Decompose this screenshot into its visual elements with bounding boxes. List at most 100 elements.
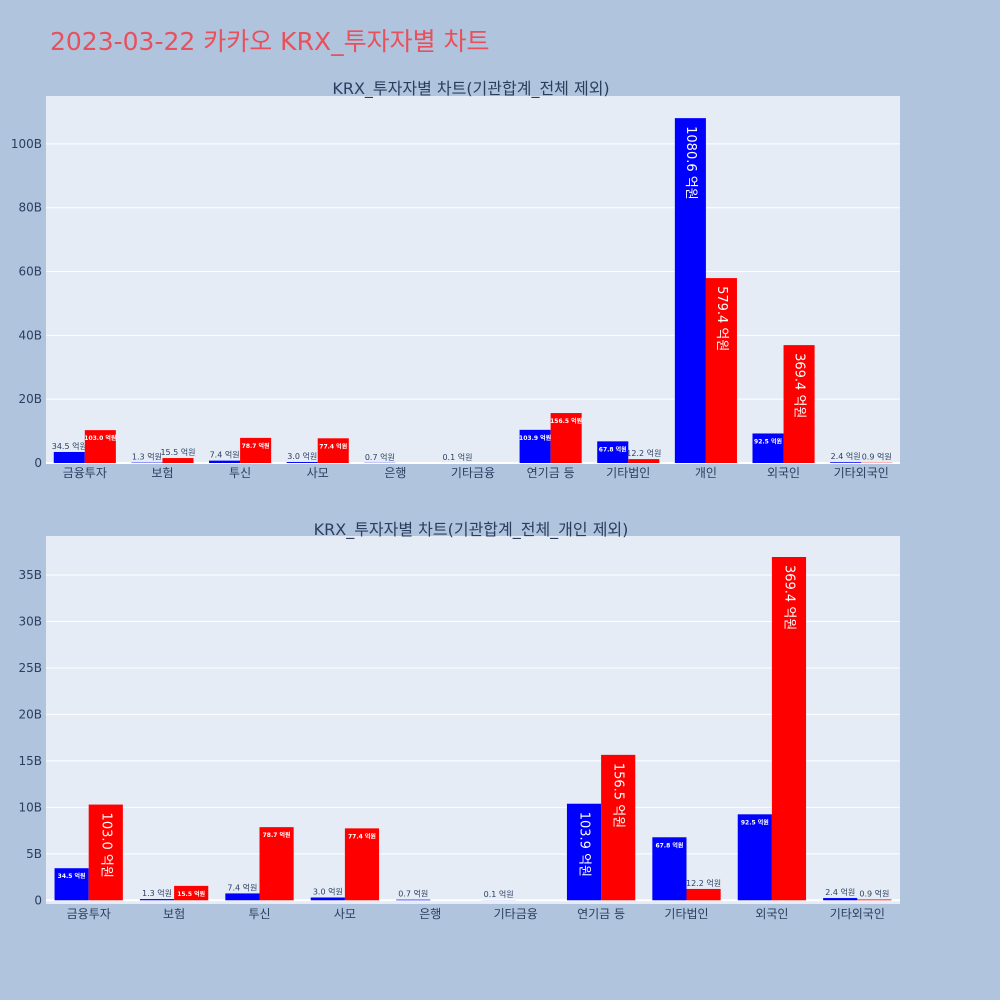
data-label: 92.5 억원 [741, 818, 769, 826]
sell-bar [317, 438, 349, 463]
chart-title: KRX_투자자별 차트(기관합계_전체 제외) [332, 79, 609, 99]
sell-bar [84, 430, 116, 463]
x-tick-label: 보험 [151, 466, 173, 480]
data-label: 3.0 억원 [313, 886, 343, 896]
y-tick-label: 25B [18, 661, 42, 675]
y-tick-label: 20B [18, 392, 42, 406]
y-tick-label: 40B [18, 328, 42, 342]
data-label: 2.4 억원 [831, 451, 861, 461]
buy-bar [519, 429, 551, 463]
sell-bar [259, 827, 294, 901]
buy-bar [225, 893, 260, 901]
x-tick-label: 투신 [229, 466, 251, 480]
data-label: 0.1 억원 [442, 452, 472, 462]
data-label: 3.0 억원 [287, 451, 317, 461]
y-tick-label: 10B [18, 800, 42, 814]
data-label: 7.4 억원 [210, 450, 240, 460]
data-label: 579.4 억원 [714, 286, 729, 351]
data-label: 103.9 억원 [577, 812, 592, 877]
x-tick-label: 투신 [248, 907, 270, 921]
data-label: 1.3 억원 [132, 452, 162, 462]
buy-bar [752, 433, 784, 463]
sell-bar [344, 828, 380, 901]
data-label: 103.0 억원 [98, 813, 113, 878]
data-label: 92.5 억원 [754, 437, 782, 445]
y-tick-label: 100B [11, 137, 42, 151]
y-tick-label: 5B [26, 847, 42, 861]
x-tick-label: 연기금 등 [577, 907, 625, 921]
buy-bar [597, 441, 629, 463]
data-label: 103.9 억원 [519, 434, 551, 442]
data-label: 12.2 억원 [626, 448, 661, 458]
data-label: 15.5 억원 [177, 890, 205, 898]
buy-bar [396, 899, 431, 901]
x-tick-label: 연기금 등 [527, 466, 575, 480]
y-tick-label: 30B [18, 614, 42, 628]
buy-bar [286, 462, 318, 463]
buy-bar [310, 897, 345, 901]
sell-bar [240, 437, 272, 463]
data-label: 12.2 억원 [686, 878, 721, 888]
x-tick-label: 은행 [384, 465, 406, 480]
sell-bar [162, 458, 194, 463]
x-tick-label: 기타금융 [494, 907, 538, 921]
data-label: 15.5 억원 [160, 447, 195, 457]
buy-bar [54, 868, 89, 901]
buy-bar [139, 899, 175, 901]
data-label: 103.0 억원 [84, 434, 116, 442]
buy-bar [823, 898, 858, 901]
y-tick-label: 35B [18, 568, 42, 582]
data-label: 67.8 억원 [655, 841, 683, 849]
sell-bar [857, 899, 892, 901]
data-label: 77.4 억원 [319, 442, 347, 450]
x-tick-label: 외국인 [767, 466, 800, 480]
chart-panel-1: 0 20B 40B 60B 80B 100B KRX_투자자별 차트(기관합계_전체 제외)… [11, 79, 900, 480]
data-label: 369.4 억원 [792, 353, 807, 418]
x-tick-label: 은행 [419, 906, 441, 921]
chart-title: KRX_투자자별 차트(기관합계_전체_개인 제외) [314, 520, 629, 540]
data-label: 78.7 억원 [263, 831, 291, 839]
buy-bar [566, 803, 602, 901]
data-label: 0.7 억원 [398, 889, 428, 899]
x-tick-label: 금융투자 [63, 466, 107, 480]
data-label: 78.7 억원 [242, 442, 270, 450]
x-tick-label: 사모 [334, 907, 356, 921]
sell-bar [686, 888, 721, 901]
x-tick-label: 외국인 [755, 907, 788, 921]
data-label: 1080.6 억원 [683, 126, 698, 200]
x-tick-label: 기타법인 [606, 466, 650, 480]
y-tick-label: 0 [34, 456, 42, 470]
data-label: 67.8 억원 [599, 445, 627, 453]
data-label: 0.1 억원 [484, 889, 514, 899]
data-label: 369.4 억원 [781, 565, 796, 630]
data-label: 34.5 억원 [58, 872, 86, 880]
data-label: 0.7 억원 [365, 452, 395, 462]
x-tick-label: 금융투자 [67, 907, 111, 921]
sell-bar [783, 345, 815, 463]
buy-bar [737, 814, 772, 901]
x-tick-label: 기타금융 [451, 466, 495, 480]
x-tick-label: 기타외국인 [830, 907, 885, 921]
chart-panel-2: 0 5B 10B 15B 20B 25B 30B 35B KRX_투자자별 차트(기관합계_전체… [18, 520, 900, 921]
sell-bar [705, 278, 737, 463]
y-tick-label: 0 [34, 893, 42, 907]
x-tick-label: 보험 [163, 907, 185, 921]
sell-bar [88, 804, 123, 901]
sell-bar [174, 885, 209, 901]
sell-bar [601, 754, 636, 901]
data-label: 77.4 억원 [348, 832, 376, 840]
sell-bar [771, 557, 807, 901]
data-label: 34.5 억원 [52, 441, 87, 451]
x-tick-label: 사모 [307, 466, 329, 480]
data-label: 156.5 억원 [550, 417, 582, 425]
x-tick-label: 개인 [695, 466, 717, 480]
data-label: 156.5 억원 [611, 763, 626, 828]
x-tick-label: 기타외국인 [834, 466, 889, 480]
y-tick-label: 20B [18, 707, 42, 721]
data-label: 2.4 억원 [825, 887, 855, 897]
y-tick-label: 15B [18, 754, 42, 768]
y-tick-label: 60B [18, 265, 42, 279]
buy-bar [53, 451, 85, 463]
data-label: 1.3 억원 [142, 888, 172, 898]
buy-bar [209, 460, 241, 463]
